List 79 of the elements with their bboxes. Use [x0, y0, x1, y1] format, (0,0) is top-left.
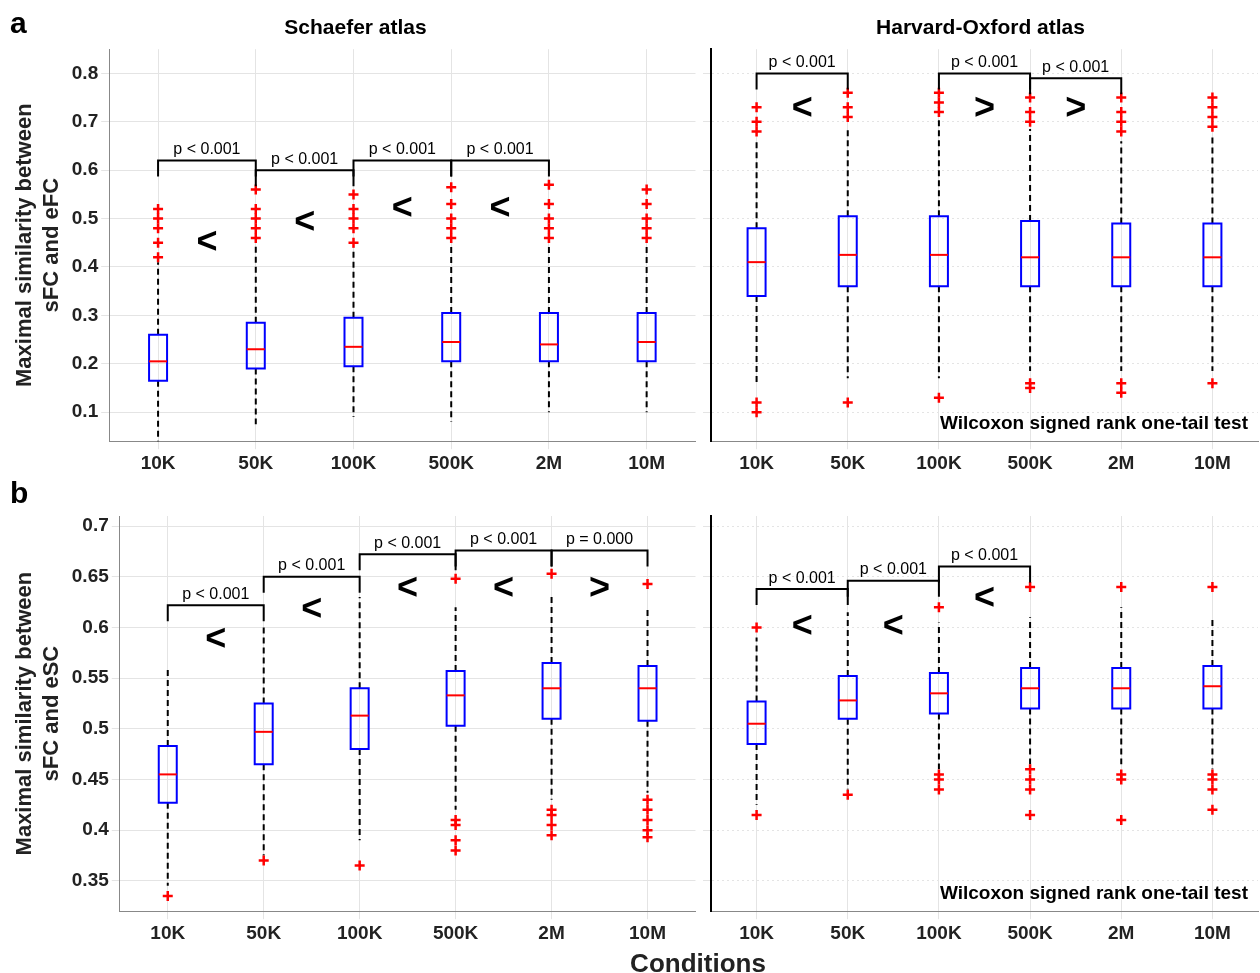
y-tick-label: 0.7: [71, 110, 99, 132]
y-tick-label: 0.5: [82, 717, 110, 739]
x-tick-label: 10M: [628, 451, 666, 473]
text: a: [10, 6, 27, 40]
x-tick-label: 2M: [538, 921, 565, 943]
annotation: <: [791, 86, 813, 128]
annotation: <: [205, 616, 227, 658]
y-tick-label: 0.6: [82, 615, 109, 637]
annotation: p < 0.001: [470, 529, 538, 547]
annotation: <: [882, 604, 904, 646]
x-tick-label: 500K: [1007, 921, 1054, 943]
annotation: <: [391, 185, 413, 227]
y-axis-title: Maximal similarity between sFC and eSC: [11, 571, 63, 856]
x-tick-label: 100K: [336, 921, 383, 943]
annotation: Wilcoxon signed rank one-tail test: [939, 881, 1249, 903]
annotation: p < 0.001: [278, 556, 346, 574]
text: b: [10, 476, 29, 510]
annotation: p < 0.001: [950, 52, 1019, 70]
y-tick-label: 0.7: [82, 514, 109, 536]
x-tick-label: 10K: [140, 451, 176, 473]
x-tick-label: 10M: [1193, 451, 1231, 473]
y-tick-label: 0.3: [71, 303, 99, 325]
annotation: <: [973, 575, 996, 617]
x-tick-label: 10K: [739, 451, 775, 473]
y-tick-label: 0.4: [82, 818, 110, 840]
annotation: p < 0.001: [368, 139, 437, 157]
y-tick-label: 0.8: [71, 61, 99, 83]
x-axis-title: Conditions: [629, 948, 767, 973]
annotation: p < 0.001: [374, 533, 442, 551]
x-tick-label: 50K: [830, 921, 866, 943]
x-tick-label: 50K: [830, 451, 866, 473]
x-tick-label: 2M: [1108, 921, 1135, 943]
annotation: p < 0.001: [768, 568, 836, 586]
chart-title: Schaefer atlas: [284, 15, 427, 39]
x-tick-label: 100K: [916, 921, 962, 943]
annotation: p < 0.001: [182, 584, 250, 602]
annotation: <: [397, 566, 419, 608]
annotation: p < 0.001: [768, 52, 836, 70]
annotation: >: [973, 86, 996, 128]
annotation: <: [301, 586, 323, 628]
annotation: <: [196, 219, 218, 261]
annotation: p < 0.001: [173, 139, 241, 157]
x-tick-label: 2M: [1108, 451, 1135, 473]
x-tick-label: 10K: [150, 921, 186, 943]
x-tick-label: 500K: [1007, 451, 1054, 473]
annotation: <: [791, 604, 813, 646]
annotation: p = 0.000: [565, 529, 634, 547]
x-tick-label: 100K: [330, 451, 377, 473]
x-tick-label: 10M: [1193, 921, 1231, 943]
annotation: p < 0.001: [950, 545, 1019, 563]
x-tick-label: 50K: [246, 921, 282, 943]
annotation: Wilcoxon signed rank one-tail test: [939, 411, 1249, 433]
y-tick-label: 0.4: [71, 255, 99, 277]
x-tick-label: 10K: [739, 921, 775, 943]
x-tick-label: 50K: [238, 451, 274, 473]
annotation: <: [493, 566, 515, 608]
y-tick-label: 0.1: [71, 400, 99, 422]
annotation: p < 0.001: [859, 560, 928, 578]
y-tick-label: 0.55: [71, 666, 110, 688]
annotation: <: [294, 200, 316, 242]
y-tick-label: 0.65: [71, 565, 110, 587]
annotation: <: [489, 185, 511, 227]
annotation: >: [1065, 86, 1087, 128]
x-tick-label: 500K: [428, 451, 475, 473]
annotation: p < 0.001: [1042, 57, 1110, 75]
annotation: p < 0.001: [271, 149, 339, 167]
y-tick-label: 0.45: [71, 767, 110, 789]
x-tick-label: 2M: [535, 451, 563, 473]
x-tick-label: 100K: [916, 451, 962, 473]
y-tick-label: 0.6: [71, 158, 99, 180]
x-tick-label: 500K: [432, 921, 479, 943]
y-tick-label: 0.5: [71, 206, 99, 228]
y-tick-label: 0.2: [71, 352, 99, 373]
y-tick-label: 0.35: [71, 869, 110, 891]
annotation: >: [589, 566, 611, 608]
annotation: p < 0.001: [466, 139, 534, 157]
chart-title: Harvard-Oxford atlas: [876, 15, 1085, 39]
y-axis-title: Maximal similarity between sFC and eFC: [11, 103, 63, 388]
x-tick-label: 10M: [629, 921, 667, 943]
